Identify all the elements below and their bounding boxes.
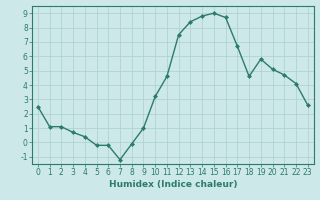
X-axis label: Humidex (Indice chaleur): Humidex (Indice chaleur) (108, 180, 237, 189)
